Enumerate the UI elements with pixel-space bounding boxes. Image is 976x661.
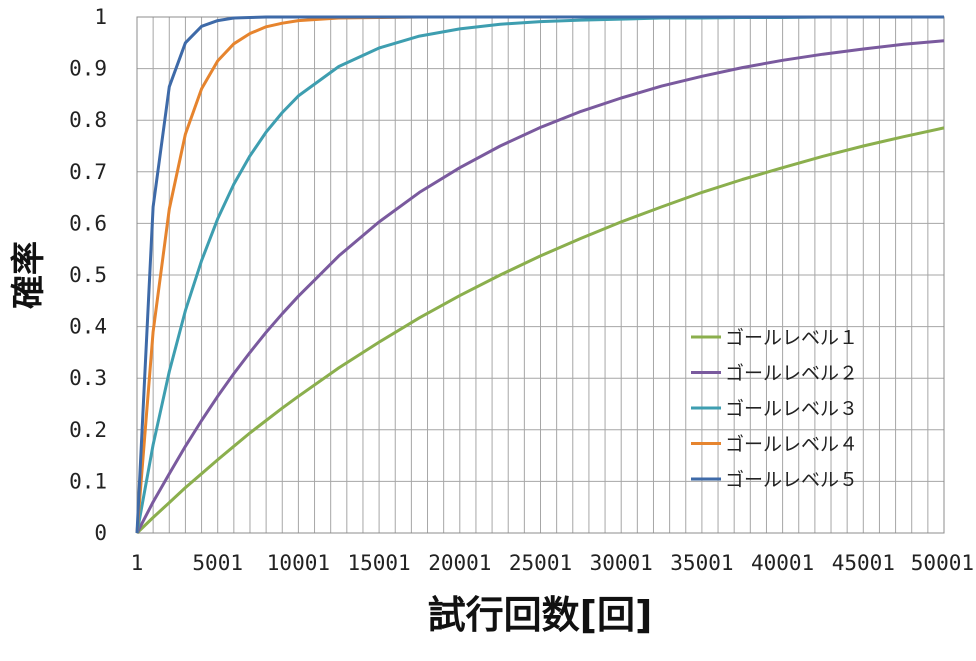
y-tick-label: 0.4 [69,315,107,339]
y-tick-label: 1 [94,5,107,29]
y-tick-label: 0.3 [69,366,107,390]
x-tick-label: 50001 [911,551,974,575]
x-tick-label: 20001 [428,551,491,575]
y-tick-label: 0.1 [69,469,107,493]
y-axis-title: 確率 [9,241,49,309]
x-axis-title: 試行回数[回] [428,593,653,637]
series-line [135,126,945,535]
x-tick-label: 25001 [509,551,572,575]
legend-label: ゴールレベル１ [725,327,858,349]
series-line [135,15,944,534]
y-tick-label: 0 [94,521,107,545]
series-line [135,39,945,534]
legend: ゴールレベル１ ゴールレベル２ ゴールレベル３ ゴールレベル４ ゴールレベル５ [691,327,858,491]
y-tick-label: 0.2 [69,418,107,442]
y-tick-label: 0.7 [69,160,107,184]
x-tick-label: 15001 [347,551,410,575]
legend-label: ゴールレベル３ [725,398,858,420]
legend-label: ゴールレベル４ [725,434,858,456]
y-tick-labels: 0 0.1 0.2 0.3 0.4 0.5 0.6 0.7 0.8 0.9 1 [69,5,107,545]
legend-label: ゴールレベル２ [725,363,858,385]
x-tick-label: 30001 [590,551,653,575]
x-tick-labels: 1 5001 10001 15001 20001 25001 30001 35001 40001… [131,551,974,575]
x-tick-label: 45001 [832,551,895,575]
y-tick-label: 0.5 [69,263,107,287]
series-lines [135,15,945,535]
gridlines [136,16,945,534]
x-tick-label: 10001 [267,551,330,575]
x-tick-label: 35001 [670,551,733,575]
x-tick-label: 40001 [751,551,814,575]
x-tick-label: 1 [131,551,144,575]
x-tick-label: 5001 [192,551,243,575]
y-tick-label: 0.8 [69,108,107,132]
y-tick-label: 0.6 [69,211,107,235]
y-tick-label: 0.9 [69,57,107,81]
legend-label: ゴールレベル５ [725,469,858,491]
